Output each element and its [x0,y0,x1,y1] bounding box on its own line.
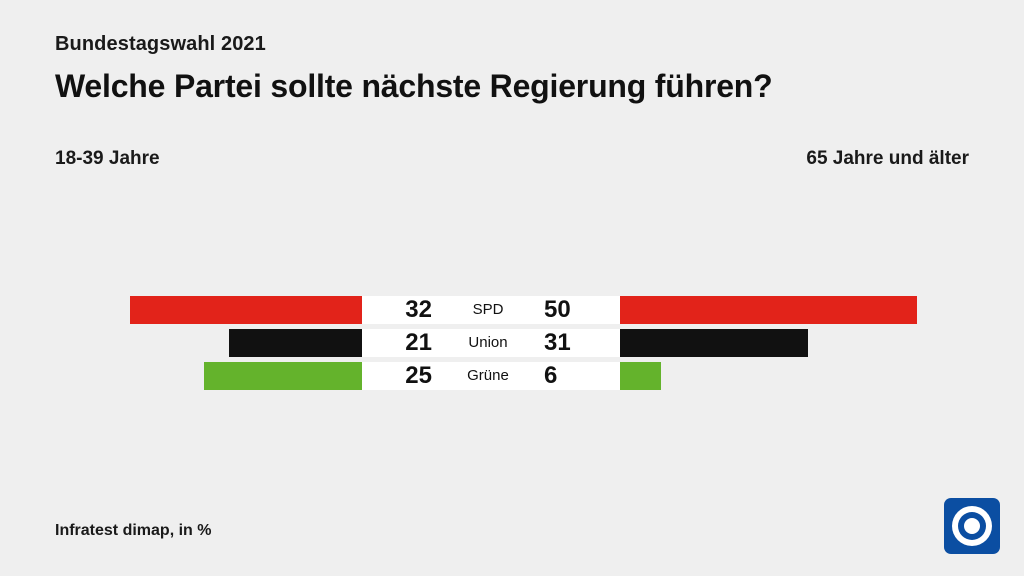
ard-logo-icon [944,498,1000,554]
bar-right-spd [620,296,917,324]
value-right-union: 31 [532,329,620,357]
value-right-gruene: 6 [532,362,620,390]
group-label-right: 65 Jahre und älter [806,148,969,169]
chart-row-spd: 32 SPD 50 [0,296,1024,324]
chart-row-gruene: 25 Grüne 6 [0,362,1024,390]
bar-right-gruene [620,362,661,390]
page-title: Welche Partei sollte nächste Regierung f… [55,68,773,104]
party-label-gruene: Grüne [444,362,532,390]
chart-row-union: 21 Union 31 [0,329,1024,357]
source-note: Infratest dimap, in % [55,522,212,539]
value-right-spd: 50 [532,296,620,324]
value-left-gruene: 25 [362,362,444,390]
diverging-bar-chart: 32 SPD 50 21 Union 31 25 Grüne 6 [0,296,1024,395]
party-label-spd: SPD [444,296,532,324]
bar-track-left-gruene [0,362,362,390]
value-left-union: 21 [362,329,444,357]
bar-track-right-spd [620,296,982,324]
bar-track-left-union [0,329,362,357]
bar-right-union [620,329,808,357]
bar-left-union [229,329,362,357]
header: Bundestagswahl 2021 Welche Partei sollte… [55,33,969,105]
value-left-spd: 32 [362,296,444,324]
party-label-union: Union [444,329,532,357]
group-label-left: 18-39 Jahre [55,148,160,169]
bar-track-right-union [620,329,982,357]
header-kicker: Bundestagswahl 2021 [55,33,266,55]
logo-dot [964,518,980,534]
bar-left-gruene [204,362,362,390]
bar-track-left-spd [0,296,362,324]
bar-left-spd [130,296,362,324]
bar-track-right-gruene [620,362,982,390]
